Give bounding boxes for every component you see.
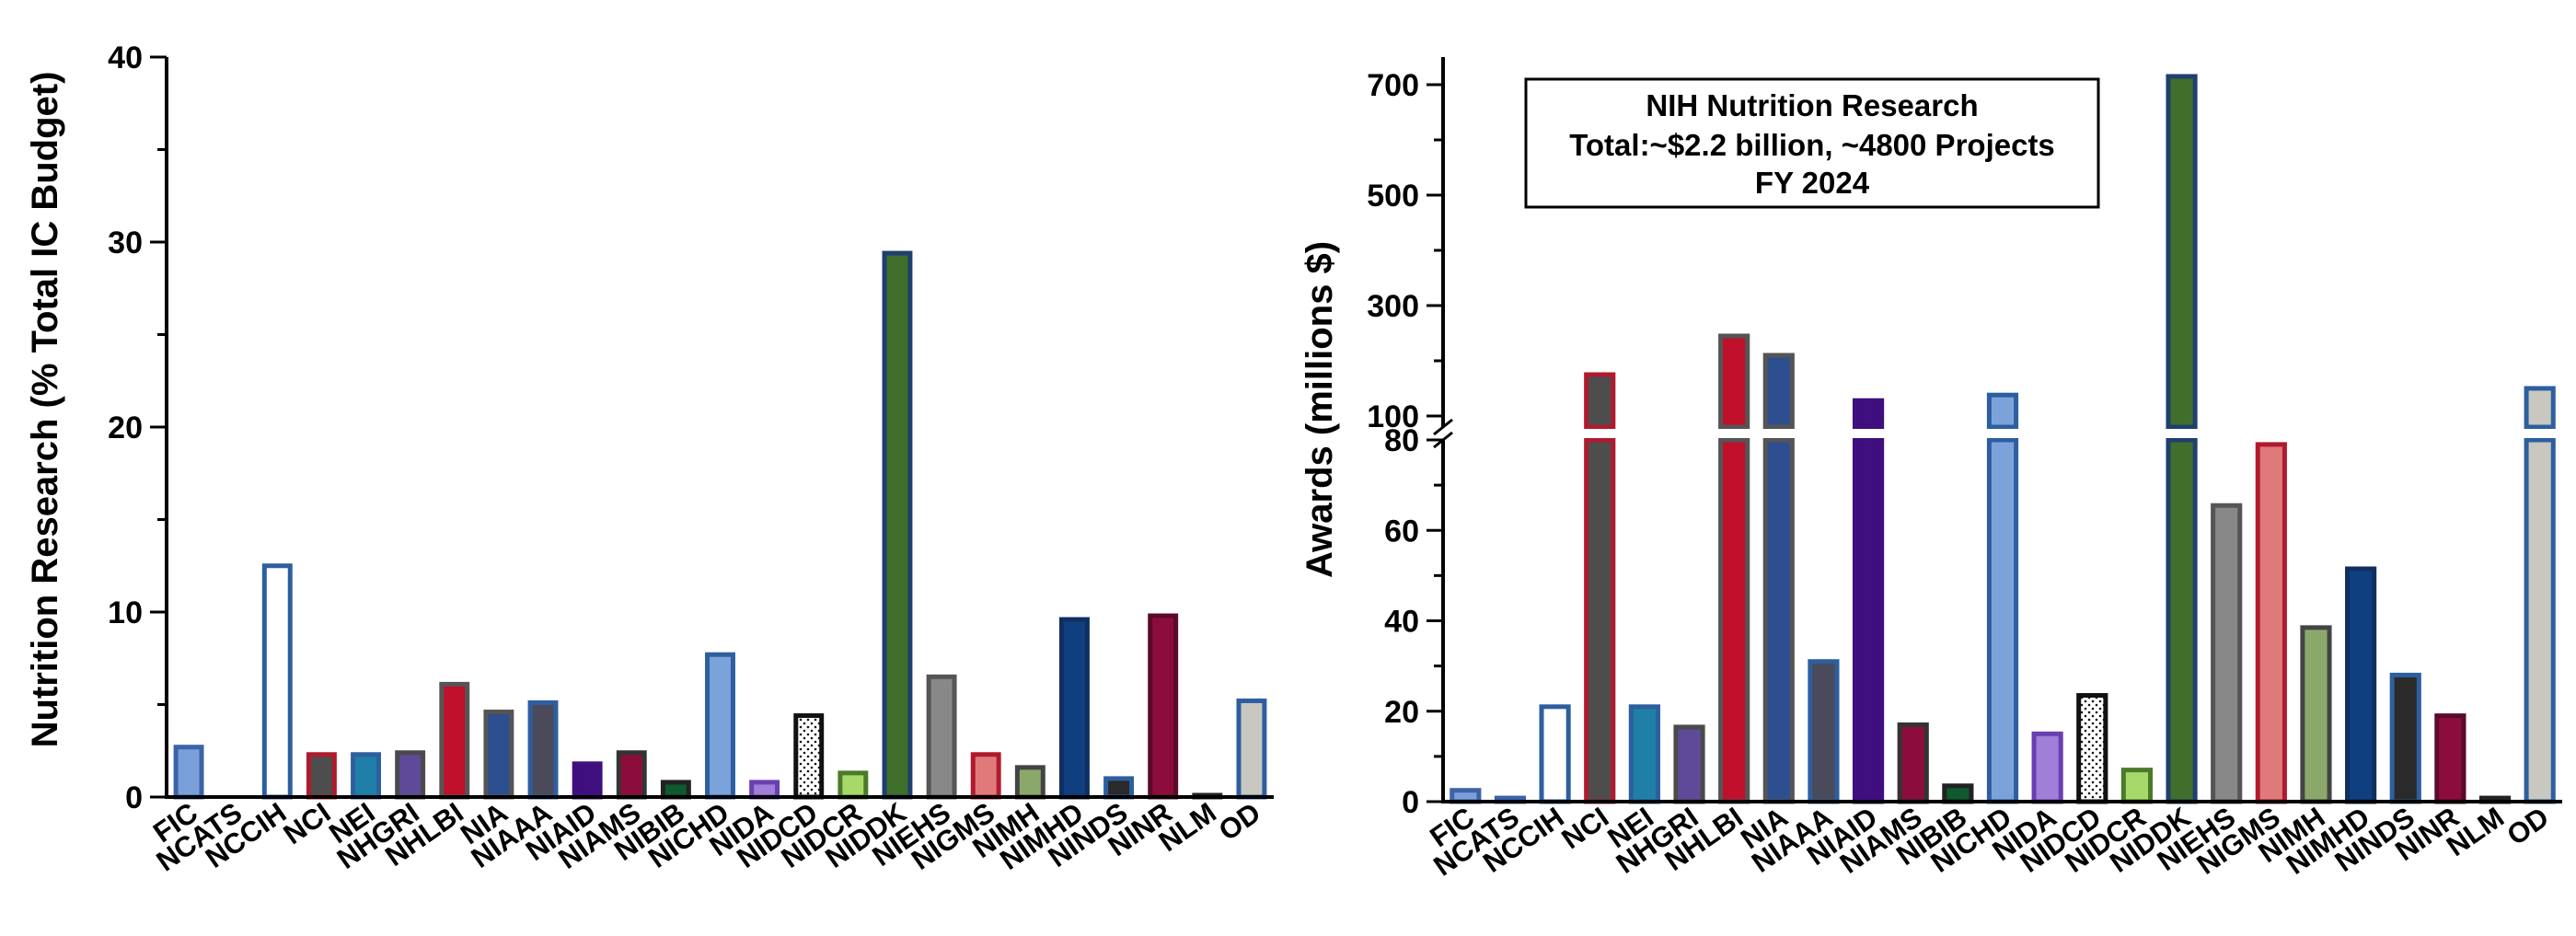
bar-nccih [261, 563, 293, 800]
bar-nhlbi-lower [1718, 437, 1750, 804]
bar-nigms [970, 752, 1001, 800]
bar-nichd [705, 652, 735, 800]
bar-niehs [926, 674, 957, 800]
left-category-label: OD [1213, 796, 1266, 847]
bar-nidcd [793, 713, 825, 800]
bar-nci [306, 752, 337, 800]
bar-nidcr [837, 770, 869, 800]
bar-niaaa [1808, 659, 1840, 804]
bar-ninr [2434, 713, 2466, 804]
bar-nia-upper [1762, 352, 1795, 430]
bar-ninr [1148, 613, 1179, 800]
bar-niddk-lower [2166, 437, 2198, 804]
bar-nhlbi-upper [1718, 333, 1750, 430]
bar-nimh [1014, 765, 1045, 800]
left-y-tick-label: 10 [108, 595, 143, 630]
left-chart-percent-budget: Nutrition Research (% Total IC Budget) 0… [25, 40, 1274, 878]
right-y-tick-label: 60 [1384, 514, 1419, 549]
bar-nhlbi [439, 681, 470, 800]
bar-nidcd [2076, 693, 2108, 804]
bar-nichd-upper [1986, 392, 2019, 430]
bar-niehs [2211, 503, 2243, 804]
left-y-axis-title: Nutrition Research (% Total IC Budget) [25, 72, 65, 748]
bar-nida [749, 780, 780, 800]
bar-niaid-lower [1852, 437, 1885, 804]
right-y-tick-label: 80 [1384, 423, 1419, 458]
bar-nimh [2300, 625, 2332, 804]
bar-nimhd [2345, 566, 2377, 804]
axis-break-mark [1433, 418, 1453, 436]
right-y-tick-label: 100 [1367, 399, 1419, 434]
right-y-axis-title: Awards (millions $) [1300, 241, 1340, 578]
bar-niaid [572, 761, 603, 800]
right-y-tick-label: 500 [1367, 179, 1419, 214]
bar-nidcr [2120, 768, 2154, 804]
bar-od-lower [2524, 437, 2556, 804]
bar-nccih [1539, 704, 1571, 804]
bar-nei [351, 752, 381, 800]
right-y-tick-label: 700 [1367, 68, 1419, 103]
summary-box: NIH Nutrition Research Total:~$2.2 billi… [1524, 77, 2100, 209]
bar-nimhd [1059, 617, 1090, 800]
bar-niams [616, 750, 647, 800]
bar-od [1236, 698, 1267, 800]
summary-box-line-2: Total:~$2.2 billion, ~4800 Projects [1569, 128, 2055, 162]
bar-nhgri [1673, 724, 1705, 804]
summary-box-line-3: FY 2024 [1755, 166, 1870, 200]
left-y-tick-label: 30 [108, 225, 143, 260]
bar-nia [483, 710, 514, 800]
bar-niaid-upper [1852, 398, 1885, 430]
left-y-tick-label: 20 [108, 410, 143, 445]
bar-nia-lower [1762, 437, 1795, 804]
axis-break-gap [1425, 429, 2562, 438]
bar-nci-upper [1584, 372, 1616, 430]
bar-nigms [2255, 442, 2287, 804]
bar-niddk [882, 250, 913, 800]
right-y-tick-label: 0 [1402, 785, 1419, 820]
left-y-tick-label: 40 [108, 40, 143, 75]
bar-nibib [660, 780, 691, 800]
bar-nei [1628, 704, 1660, 804]
bar-nci-lower [1584, 437, 1616, 804]
bar-nida [2031, 731, 2063, 804]
bar-nhgri [395, 750, 426, 800]
bar-niddk-upper [2166, 74, 2198, 430]
right-category-label: OD [2501, 801, 2555, 851]
bar-nibib [1942, 783, 1974, 804]
bar-nichd-lower [1986, 437, 2019, 804]
bar-niams [1897, 722, 1929, 804]
right-y-tick-label: 40 [1384, 605, 1419, 640]
bar-niaaa [527, 699, 559, 800]
bar-ninds [1103, 776, 1135, 800]
bar-ninds [2389, 672, 2421, 804]
summary-box-line-1: NIH Nutrition Research [1646, 88, 1978, 122]
bar-od-upper [2524, 386, 2556, 430]
right-y-tick-label: 20 [1384, 695, 1419, 730]
left-y-tick-label: 0 [125, 780, 143, 815]
summary-box-frame [1524, 77, 2100, 209]
bar-fic [173, 745, 204, 800]
right-y-tick-label: 300 [1367, 289, 1419, 324]
